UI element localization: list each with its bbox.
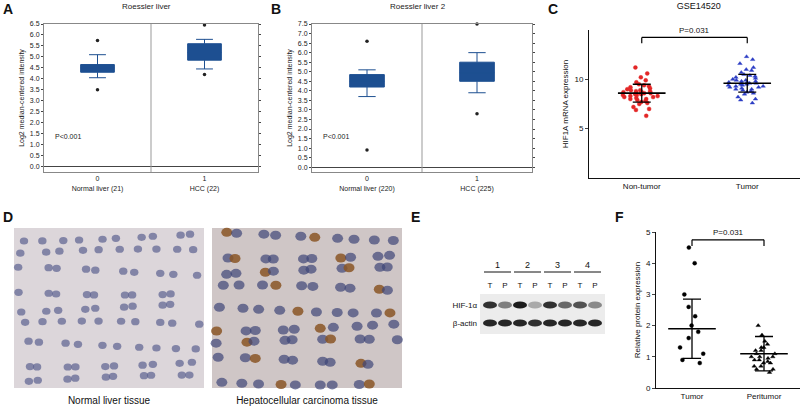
svg-text:2: 2 <box>525 260 530 270</box>
svg-text:0Normal liver (220): 0Normal liver (220) <box>339 175 395 192</box>
svg-text:1.5: 1.5 <box>30 130 40 137</box>
svg-text:4.5: 4.5 <box>298 78 308 85</box>
svg-text:6.5: 6.5 <box>298 40 308 47</box>
svg-text:6.0: 6.0 <box>30 31 40 38</box>
svg-text:β-actin: β-actin <box>453 319 477 328</box>
svg-text:1: 1 <box>646 353 651 362</box>
svg-text:5: 5 <box>579 124 584 133</box>
svg-text:GSE14520: GSE14520 <box>677 1 721 11</box>
svg-text:3: 3 <box>646 290 651 299</box>
svg-text:0.0: 0.0 <box>298 164 308 171</box>
svg-text:0.5: 0.5 <box>298 154 308 161</box>
svg-text:P<0.001: P<0.001 <box>323 133 349 140</box>
svg-text:2.0: 2.0 <box>30 119 40 126</box>
svg-text:P: P <box>592 281 597 290</box>
svg-text:5.5: 5.5 <box>298 59 308 66</box>
svg-text:10: 10 <box>574 75 583 84</box>
svg-text:4: 4 <box>585 260 590 270</box>
svg-text:7.5: 7.5 <box>298 20 308 27</box>
html-text:C: C <box>548 1 559 17</box>
svg-text:5.0: 5.0 <box>30 53 40 60</box>
svg-text:HIF-1α: HIF-1α <box>452 301 477 310</box>
svg-text:2.5: 2.5 <box>30 108 40 115</box>
svg-text:1: 1 <box>495 260 500 270</box>
svg-text:P: P <box>562 281 567 290</box>
svg-text:HIF1A mRNA expression: HIF1A mRNA expression <box>561 60 570 148</box>
svg-text:4.0: 4.0 <box>298 87 308 94</box>
svg-text:3.5: 3.5 <box>298 97 308 104</box>
svg-text:Log2 median-centered intensity: Log2 median-centered intensity <box>286 49 294 147</box>
html-text:F: F <box>615 209 624 225</box>
svg-text:1.5: 1.5 <box>298 135 308 142</box>
svg-text:Roessler liver 2: Roessler liver 2 <box>390 2 446 11</box>
svg-text:Peritumor: Peritumor <box>747 392 782 401</box>
svg-text:P=0.031: P=0.031 <box>679 26 710 35</box>
svg-text:1.0: 1.0 <box>30 141 40 148</box>
svg-text:P: P <box>502 281 507 290</box>
svg-text:3.5: 3.5 <box>30 86 40 93</box>
svg-text:0.0: 0.0 <box>30 163 40 170</box>
svg-text:T: T <box>488 281 493 290</box>
svg-text:4.5: 4.5 <box>30 64 40 71</box>
svg-text:2: 2 <box>646 321 651 330</box>
svg-text:T: T <box>518 281 523 290</box>
svg-text:0Normal liver (21): 0Normal liver (21) <box>72 175 124 192</box>
svg-text:Normal liver tissue: Normal liver tissue <box>68 395 151 406</box>
svg-text:0.5: 0.5 <box>30 152 40 159</box>
svg-text:1.0: 1.0 <box>298 145 308 152</box>
svg-text:Roessler liver: Roessler liver <box>122 2 171 11</box>
svg-text:4.0: 4.0 <box>30 75 40 82</box>
svg-text:T: T <box>578 281 583 290</box>
svg-text:6.5: 6.5 <box>30 20 40 27</box>
svg-text:Log2 median-centered intensity: Log2 median-centered intensity <box>18 49 26 147</box>
svg-text:3.0: 3.0 <box>30 97 40 104</box>
svg-text:5.5: 5.5 <box>30 42 40 49</box>
svg-text:Tumor: Tumor <box>681 392 704 401</box>
svg-text:0: 0 <box>646 384 651 393</box>
svg-text:7.0: 7.0 <box>298 30 308 37</box>
svg-text:P: P <box>532 281 537 290</box>
html-text:B: B <box>271 1 282 17</box>
svg-text:P=0.031: P=0.031 <box>713 228 744 237</box>
svg-text:3: 3 <box>555 260 560 270</box>
svg-text:1HCC (225): 1HCC (225) <box>460 175 493 192</box>
html-text:D: D <box>3 209 14 225</box>
svg-text:Hepatocellular carcinoma tissu: Hepatocellular carcinoma tissue <box>236 395 378 406</box>
svg-text:Non-tumor: Non-tumor <box>623 182 661 191</box>
svg-text:4: 4 <box>646 259 651 268</box>
svg-text:6.0: 6.0 <box>298 49 308 56</box>
svg-text:2.5: 2.5 <box>298 116 308 123</box>
svg-text:3.0: 3.0 <box>298 106 308 113</box>
svg-text:1HCC (22): 1HCC (22) <box>190 175 220 192</box>
html-text:A: A <box>3 1 14 17</box>
svg-text:5.0: 5.0 <box>298 68 308 75</box>
svg-text:Tumor: Tumor <box>736 182 759 191</box>
html-text:E: E <box>411 209 421 225</box>
svg-text:5: 5 <box>646 228 651 237</box>
svg-text:Relative protein expression: Relative protein expression <box>633 262 642 359</box>
svg-text:P<0.001: P<0.001 <box>55 133 81 140</box>
svg-text:T: T <box>548 281 553 290</box>
svg-text:2.0: 2.0 <box>298 125 308 132</box>
